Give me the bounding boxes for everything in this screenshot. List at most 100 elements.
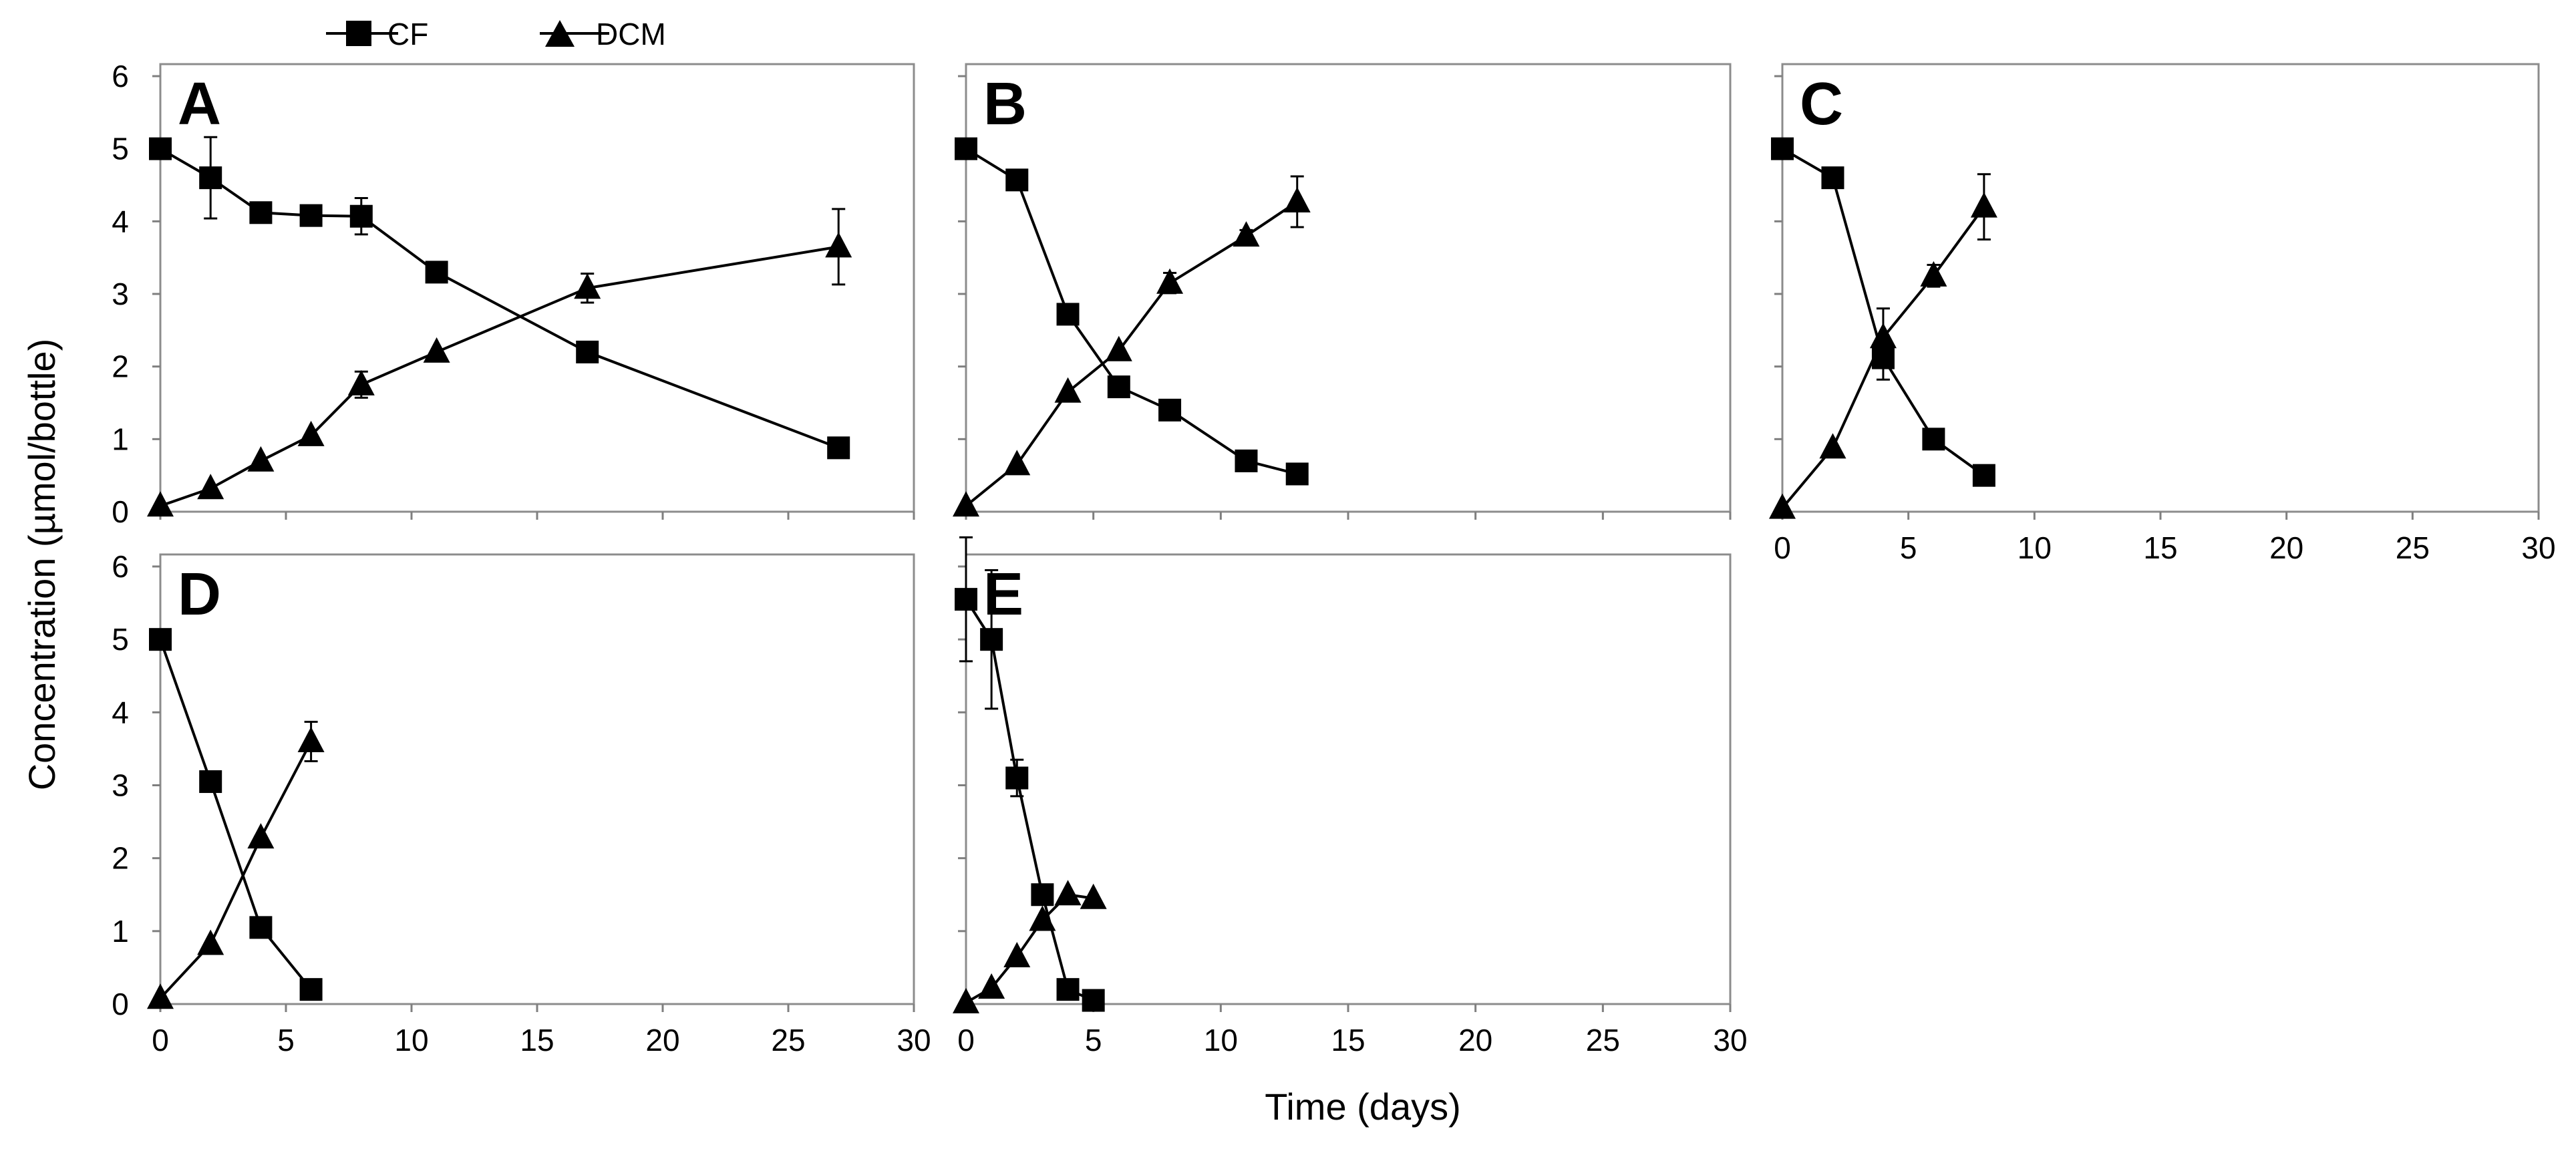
point-cf: [199, 166, 222, 190]
y-tick-label: 3: [112, 277, 129, 311]
plot-frame: [159, 63, 915, 513]
x-tick-label: 15: [520, 1023, 554, 1057]
legend-dcm-label: DCM: [596, 17, 666, 51]
x-tick-label: 20: [645, 1023, 679, 1057]
series-dcm-line: [160, 245, 839, 508]
point-cf: [955, 137, 977, 160]
x-tick-label: 10: [1204, 1023, 1238, 1057]
x-tick-label: 30: [2521, 530, 2555, 565]
x-tick-label: 25: [1586, 1023, 1620, 1057]
plot-frame: [965, 63, 1732, 513]
x-tick-label: 5: [1085, 1023, 1102, 1057]
point-dcm: [247, 823, 275, 849]
x-tick-label: 30: [1713, 1023, 1747, 1057]
point-dcm: [1819, 433, 1846, 459]
point-dcm: [1080, 883, 1107, 909]
y-tick-label: 1: [112, 422, 129, 456]
x-tick-label: 25: [771, 1023, 805, 1057]
point-cf: [1031, 883, 1054, 907]
point-cf: [576, 340, 599, 363]
point-dcm: [147, 983, 174, 1009]
point-cf: [249, 916, 273, 939]
x-tick-label: 25: [2396, 530, 2430, 565]
point-cf: [299, 978, 323, 1001]
x-tick-label: 15: [1331, 1023, 1365, 1057]
y-tick-label: 5: [112, 132, 129, 166]
point-dcm: [1003, 942, 1031, 968]
panels: 0 1 2 3 4 5 6 A B 0 5 10 15 20 25 30 C 0 1 2 3 4 5 6 0 5 10 15 20 25 3…: [112, 59, 2555, 1057]
plot-frame: [965, 553, 1732, 1005]
point-dcm: [297, 727, 325, 752]
point-dcm: [825, 232, 852, 258]
panel-a: 0 1 2 3 4 5 6 A: [112, 59, 915, 529]
y-tick-label: 4: [112, 204, 129, 238]
point-dcm: [423, 337, 450, 363]
panel-b: B: [953, 63, 1732, 520]
point-dcm: [1156, 268, 1184, 294]
panel-label: C: [1800, 71, 1843, 138]
panel-d: 0 1 2 3 4 5 6 0 5 10 15 20 25 30 D: [112, 549, 931, 1057]
y-tick-label: 2: [112, 349, 129, 384]
x-tick-label: 0: [1774, 530, 1791, 565]
point-cf: [1285, 462, 1309, 486]
x-tick-label: 5: [277, 1023, 295, 1057]
point-cf: [1771, 137, 1794, 160]
point-cf: [1082, 989, 1105, 1012]
point-cf: [425, 261, 448, 284]
point-cf: [980, 628, 1003, 651]
point-cf: [1005, 766, 1029, 790]
x-tick-label: 5: [1900, 530, 1917, 565]
y-tick-label: 3: [112, 768, 129, 803]
point-cf: [1158, 398, 1182, 422]
point-cf: [299, 204, 323, 227]
point-cf: [1056, 978, 1080, 1001]
point-cf: [1235, 449, 1258, 472]
panel-c: 0 5 10 15 20 25 30 C: [1769, 63, 2556, 565]
x-tick-label: 10: [2018, 530, 2052, 565]
x-tick-label: 20: [2269, 530, 2303, 565]
point-cf: [249, 201, 273, 224]
point-cf: [1821, 166, 1844, 190]
x-tick-label: 10: [394, 1023, 428, 1057]
x-tick-label: 15: [2143, 530, 2177, 565]
point-dcm: [197, 929, 224, 955]
point-dcm: [247, 446, 275, 472]
y-tick-label: 4: [112, 695, 129, 729]
point-cf: [149, 628, 172, 651]
point-dcm: [297, 420, 325, 446]
panel-label: B: [983, 71, 1027, 138]
point-dcm: [1105, 335, 1132, 361]
legend-cf-label: CF: [387, 17, 428, 51]
x-tick-label: 0: [957, 1023, 975, 1057]
point-dcm: [1029, 905, 1056, 931]
series-cf-line: [965, 147, 1298, 476]
x-tick-label: 0: [152, 1023, 169, 1057]
point-dcm: [1233, 221, 1260, 247]
point-dcm: [197, 474, 224, 500]
panel-label: E: [983, 561, 1023, 628]
point-cf: [199, 770, 222, 794]
y-tick-label: 0: [112, 987, 129, 1021]
series-cf-line: [159, 147, 839, 450]
point-cf: [1972, 464, 1995, 487]
point-dcm: [953, 987, 979, 1013]
x-tick-label: 20: [1458, 1023, 1492, 1057]
point-dcm: [1920, 261, 1947, 287]
point-dcm: [1869, 323, 1897, 349]
y-tick-label: 6: [112, 549, 129, 584]
panel-e: 0 5 10 15 20 25 30 E: [953, 536, 1748, 1057]
y-tick-label: 5: [112, 622, 129, 657]
plot-frame: [1781, 63, 2540, 513]
point-cf: [149, 137, 172, 160]
point-dcm: [1054, 377, 1082, 403]
x-axis-title: Time (days): [1265, 1086, 1461, 1128]
plot-frame: [159, 553, 915, 1005]
panel-label: D: [178, 561, 221, 628]
panel-label: A: [178, 71, 221, 138]
point-cf: [955, 588, 977, 611]
point-dcm: [1970, 192, 1997, 218]
x-tick-label: 30: [897, 1023, 931, 1057]
point-dcm: [978, 973, 1005, 999]
y-tick-label: 6: [112, 59, 129, 94]
